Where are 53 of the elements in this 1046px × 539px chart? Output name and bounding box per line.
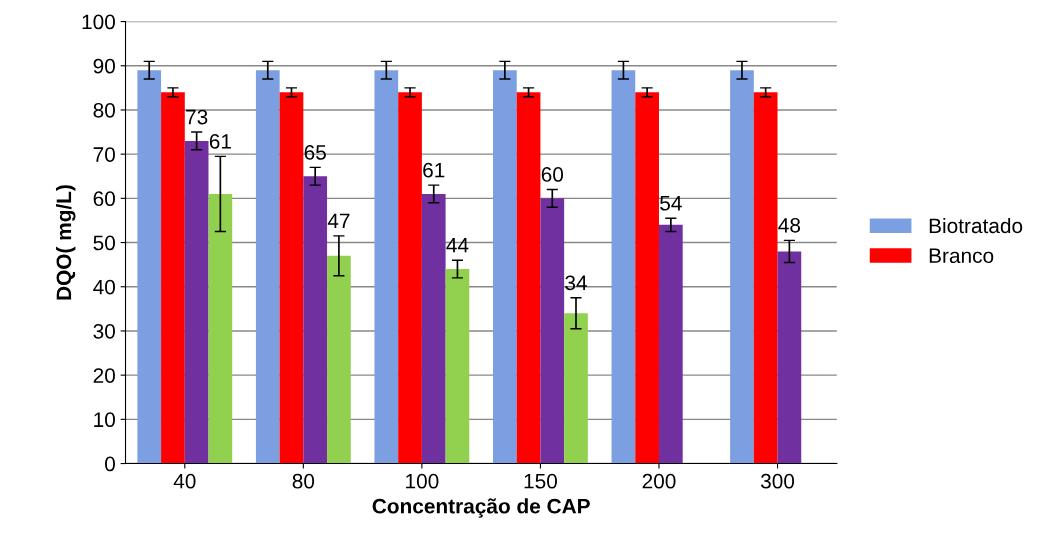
data-label: 44: [446, 238, 469, 253]
bar: [208, 193, 233, 464]
y-axis-title: DQO( mg/L): [55, 185, 76, 300]
y-tick-label: 0: [105, 456, 115, 472]
x-tick-label: 300: [760, 473, 795, 489]
bar: [777, 251, 802, 464]
bar: [445, 269, 470, 464]
data-label: 34: [565, 275, 587, 291]
bar: [516, 92, 541, 464]
y-tick-label: 100: [82, 14, 115, 30]
x-tick-label: 80: [292, 473, 315, 489]
y-tick-label: 70: [93, 147, 115, 162]
bar: [635, 92, 659, 464]
y-tick-label: 50: [93, 235, 115, 251]
bar: [398, 92, 422, 464]
x-axis-title: Concentração de CAP: [372, 498, 590, 518]
data-label: 48: [778, 217, 801, 233]
data-label: 73: [186, 109, 208, 125]
bar: [658, 224, 683, 464]
y-tick-label: 60: [93, 191, 115, 207]
legend-label: Branco: [929, 248, 994, 264]
bar: [493, 70, 517, 464]
bar: [327, 255, 351, 464]
bar: [279, 92, 304, 464]
y-tick-label: 10: [94, 412, 115, 428]
x-tick-label: 150: [524, 473, 557, 489]
bar: [540, 198, 565, 464]
data-label: 60: [541, 167, 564, 182]
y-tick-label: 20: [93, 368, 115, 383]
data-label: 61: [423, 162, 445, 178]
y-tick-label: 90: [93, 58, 115, 74]
bar: [255, 70, 280, 464]
bar: [184, 140, 209, 464]
data-label: 65: [304, 145, 326, 160]
y-tick-label: 30: [93, 323, 115, 339]
legend-label: Biotratado: [929, 217, 1023, 234]
x-tick-label: 100: [406, 473, 439, 489]
bar: [303, 176, 328, 464]
bar: [753, 92, 778, 464]
y-tick-label: 80: [93, 102, 115, 118]
bar: [564, 313, 588, 464]
bar: [421, 193, 446, 464]
data-label: 54: [660, 196, 682, 211]
bar: [137, 70, 162, 464]
bar: [611, 70, 636, 464]
bar: [374, 70, 399, 464]
x-tick-label: 200: [642, 473, 676, 489]
bar: [730, 70, 754, 464]
y-tick-label: 40: [93, 279, 115, 295]
data-label: 61: [209, 133, 231, 149]
data-label: 47: [327, 213, 350, 229]
bar: [161, 92, 185, 464]
x-tick-label: 40: [173, 473, 196, 489]
